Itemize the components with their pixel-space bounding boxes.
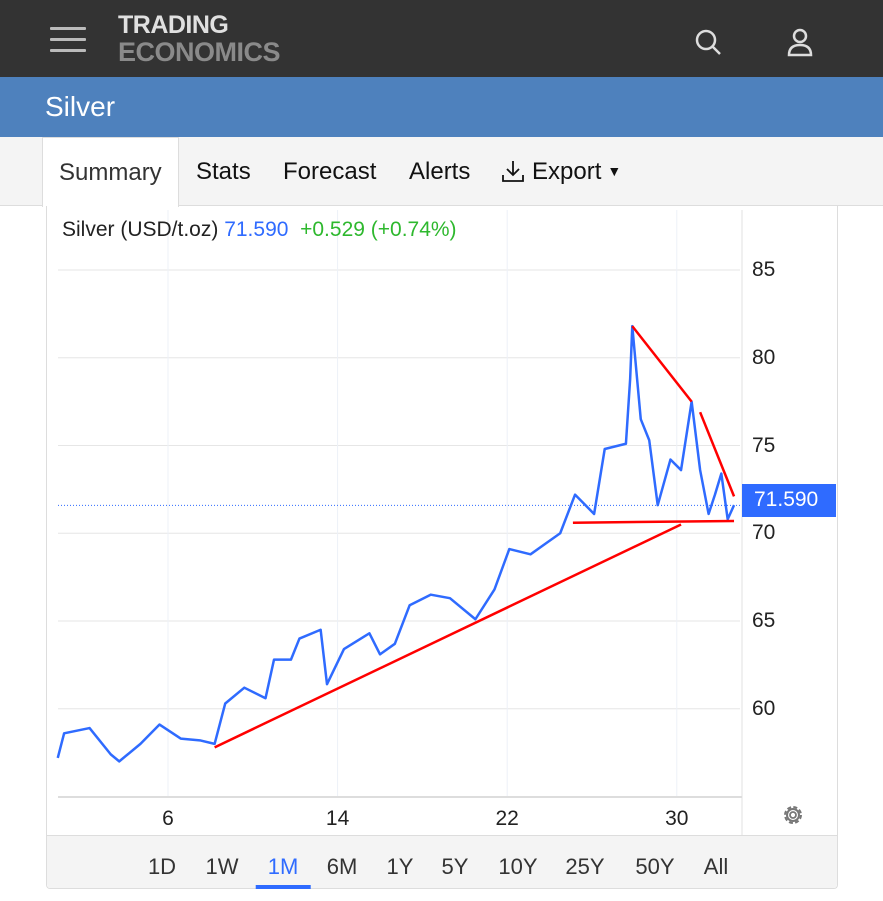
trendline xyxy=(572,519,735,524)
last-price-badge: 71.590 xyxy=(742,484,836,517)
user-icon[interactable] xyxy=(784,26,816,58)
trendline xyxy=(698,411,736,497)
legend-series-name: Silver (USD/t.oz) xyxy=(62,218,219,241)
range-button-1m[interactable]: 1M xyxy=(255,854,310,889)
logo[interactable]: TRADING ECONOMICS xyxy=(118,11,281,67)
range-button-6m[interactable]: 6M xyxy=(326,854,358,879)
y-tick-label: 60 xyxy=(752,696,776,720)
chart-container xyxy=(46,206,838,889)
chart-legend: Silver (USD/t.oz) 71.590 +0.529 (+0.74%) xyxy=(62,218,457,242)
x-tick-label: 22 xyxy=(495,807,519,830)
x-tick-label: 14 xyxy=(325,807,350,830)
top-navbar: TRADING ECONOMICS xyxy=(0,0,883,77)
x-tick-label: 6 xyxy=(162,807,174,830)
download-icon xyxy=(502,161,524,182)
gear-icon[interactable] xyxy=(779,801,807,829)
logo-line2: ECONOMICS xyxy=(118,37,281,67)
y-tick-label: 80 xyxy=(752,345,776,369)
tab-stats[interactable]: Stats xyxy=(196,158,251,185)
range-button-1y[interactable]: 1Y xyxy=(386,854,414,879)
price-series-line xyxy=(56,324,736,763)
legend-change: +0.529 (+0.74%) xyxy=(300,218,457,241)
caret-down-icon: ▼ xyxy=(607,163,622,179)
search-icon[interactable] xyxy=(692,26,724,58)
legend-price: 71.590 xyxy=(224,218,289,241)
range-button-50y[interactable]: 50Y xyxy=(635,854,675,879)
range-selector: 1D 1W 1M 6M 1Y 5Y 10Y 25Y 50Y All xyxy=(47,835,837,889)
page-title: Silver xyxy=(0,77,883,137)
hamburger-menu-icon[interactable] xyxy=(50,27,86,53)
trendline xyxy=(214,523,682,749)
range-button-1w[interactable]: 1W xyxy=(205,854,239,879)
range-button-10y[interactable]: 10Y xyxy=(498,854,538,879)
y-tick-label: 85 xyxy=(752,258,776,281)
tab-bar: Summary Stats Forecast Alerts Export ▼ xyxy=(0,137,883,207)
range-button-all[interactable]: All xyxy=(703,854,729,879)
tab-export[interactable]: Export ▼ xyxy=(500,137,621,206)
y-tick-label: 70 xyxy=(752,521,776,545)
export-label: Export xyxy=(532,158,602,185)
trendline xyxy=(631,325,693,403)
range-button-25y[interactable]: 25Y xyxy=(565,854,605,879)
range-button-1d[interactable]: 1D xyxy=(147,854,177,879)
logo-line1: TRADING xyxy=(118,11,229,39)
tab-summary[interactable]: Summary xyxy=(42,137,179,207)
tab-forecast[interactable]: Forecast xyxy=(283,158,377,185)
y-tick-label: 75 xyxy=(752,433,776,457)
y-tick-label: 65 xyxy=(752,609,776,632)
range-button-5y[interactable]: 5Y xyxy=(441,854,469,879)
tab-alerts[interactable]: Alerts xyxy=(409,158,471,185)
x-tick-label: 30 xyxy=(665,807,689,830)
